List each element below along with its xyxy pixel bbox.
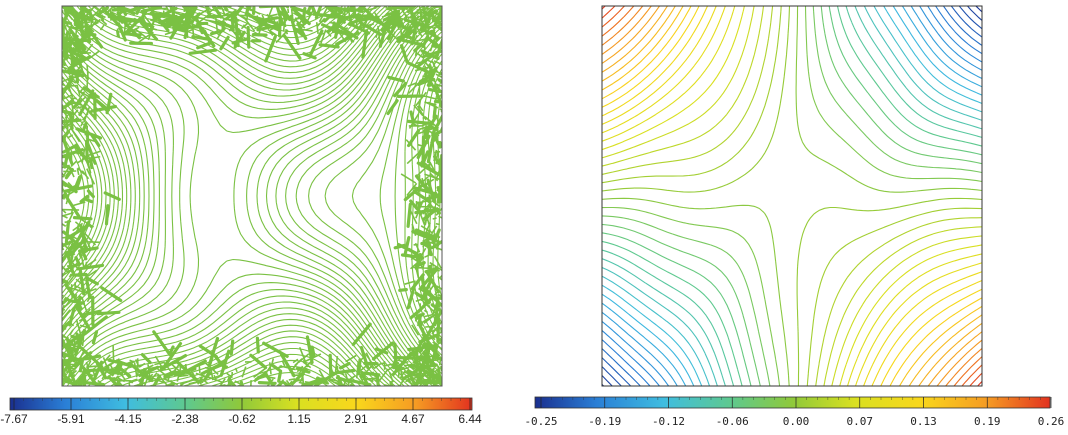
contour-line [237, 6, 328, 386]
right-colorbar-labels: -0.25 -0.19 -0.12 -0.06 0.00 0.07 0.13 0.19 0.26 [524, 415, 1064, 428]
colorbar-tick-label: 4.67 [401, 412, 425, 426]
contour-line [602, 6, 982, 386]
right-contour-plot [601, 5, 983, 387]
contour-line [602, 6, 982, 386]
contour-line [602, 6, 982, 386]
contour-line [62, 26, 442, 366]
contour-line [602, 6, 982, 386]
colorbar-tick-label: 0.26 [1038, 415, 1065, 428]
contour-line [602, 6, 982, 386]
right-colorbar-ticks [540, 397, 1052, 408]
contour-line [602, 6, 982, 386]
contour-line [602, 6, 982, 386]
contour-line [602, 6, 982, 386]
left-colorbar: -7.67 -5.91 -4.15 -2.38 -0.62 1.15 2.91 4.67 6.4… [0, 397, 482, 426]
contour-line [62, 13, 442, 379]
contour-line [602, 6, 982, 386]
contour-line [602, 6, 982, 386]
contour-line [602, 6, 982, 386]
contour-line [62, 93, 442, 299]
contour-line [602, 6, 982, 386]
colorbar-tick-label: 0.00 [783, 415, 810, 428]
contour-line [602, 6, 982, 386]
left-contour-lines [62, 6, 442, 386]
contour-line [602, 6, 982, 386]
colorbar-tick-label: 0.13 [910, 415, 937, 428]
contour-line [133, 6, 372, 386]
contour-line [62, 36, 442, 356]
contour-line [602, 6, 982, 386]
contour-line [62, 53, 442, 339]
colorbar-tick-label: -0.19 [588, 415, 621, 428]
left-plot-frame [61, 5, 443, 387]
colorbar-tick-label: 1.15 [287, 412, 311, 426]
right-colorbar-gradient [534, 396, 1051, 409]
contour-line [602, 6, 982, 386]
right-colorbar: -0.25 -0.19 -0.12 -0.06 0.00 0.07 0.13 0.19 0.26 [524, 396, 1064, 428]
contour-line [602, 6, 982, 386]
left-colorbar-labels: -7.67 -5.91 -4.15 -2.38 -0.62 1.15 2.91 4.67 6.4… [0, 412, 482, 426]
colorbar-tick-label: -0.62 [228, 412, 256, 426]
left-colorbar-ticks [13, 398, 471, 410]
contour-line [602, 6, 982, 386]
contour-line [183, 6, 356, 386]
right-contour-lines [602, 6, 982, 386]
contour-line [602, 6, 982, 386]
contour-line [94, 6, 391, 386]
colorbar-tick-label: -4.15 [114, 412, 142, 426]
contour-line [602, 6, 982, 386]
contour-line [602, 6, 982, 386]
contour-line [602, 6, 982, 386]
contour-line [602, 6, 982, 386]
colorbar-tick-label: -7.67 [0, 412, 28, 426]
colorbar-tick-label: -2.38 [171, 412, 199, 426]
contour-line [602, 6, 982, 386]
boundary-noise-lines [62, 6, 442, 386]
contour-line [602, 6, 982, 386]
contour-line [602, 6, 982, 386]
contour-line [602, 6, 982, 386]
contour-line [76, 6, 405, 386]
colorbar-tick-label: 0.07 [847, 415, 874, 428]
contour-line [602, 6, 982, 386]
contour-line [602, 6, 982, 386]
contour-line [602, 6, 982, 386]
left-colorbar-gradient [9, 397, 473, 411]
contour-line [62, 31, 442, 361]
colorbar-tick-label: -0.25 [524, 415, 557, 428]
colorbar-tick-label: 0.19 [974, 415, 1001, 428]
contour-line [602, 6, 982, 386]
contour-line [602, 6, 982, 386]
contour-line [81, 6, 400, 386]
right-plot-frame [601, 5, 983, 387]
contour-line [602, 6, 982, 386]
colorbar-tick-label: 6.44 [458, 412, 482, 426]
contour-line [602, 6, 982, 386]
contour-line [602, 6, 982, 386]
contour-line [602, 6, 982, 386]
contour-line [62, 6, 442, 386]
contour-line [602, 6, 982, 386]
contour-line [224, 6, 336, 386]
contour-line [602, 6, 982, 386]
contour-line [66, 6, 415, 386]
contour-line [602, 6, 982, 386]
contour-line [602, 6, 982, 386]
colorbar-tick-label: 2.91 [344, 412, 368, 426]
contour-line [602, 6, 982, 386]
colorbar-tick-label: -0.06 [716, 415, 749, 428]
colorbar-tick-label: -0.12 [652, 415, 685, 428]
contour-line [602, 6, 982, 386]
contour-line [602, 6, 982, 386]
left-contour-plot [61, 5, 443, 387]
contour-line [198, 6, 350, 386]
contour-line [602, 6, 982, 386]
colorbar-tick-label: -5.91 [57, 412, 85, 426]
